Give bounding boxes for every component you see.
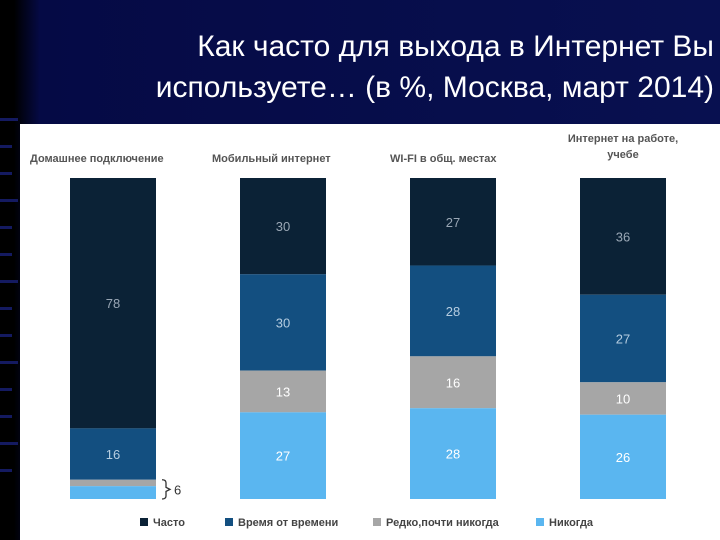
slide-title: Как часто для выхода в Интернет Вы испол… [14,26,714,108]
legend-label: Никогда [549,517,594,529]
category-label: Интернет на работе, [568,133,678,145]
stripe [0,145,12,148]
data-label: 28 [446,447,460,462]
stripe [0,442,18,445]
bar-segment [70,486,156,499]
legend-swatch [225,518,233,526]
bar-segment [410,356,496,409]
decorative-stripes [0,0,22,540]
legend-swatch [373,518,381,526]
data-label: 28 [446,304,460,319]
legend-swatch [140,518,148,526]
stripe [0,199,18,202]
stripe [0,118,18,121]
annotation-label: 6 [174,482,181,497]
data-label: 27 [276,449,290,464]
bar-segment [240,412,326,499]
category-label: Мобильный интернет [212,153,331,165]
category-label: Домашнее подключение [30,153,164,165]
bar-segment [240,274,326,371]
data-label: 26 [616,450,630,465]
stripe [0,415,12,418]
stripe [0,361,18,364]
bar-segment [580,414,666,499]
annotation-bracket [161,479,172,500]
stripe [0,253,12,256]
legend-swatch [536,518,544,526]
bar-segment [240,178,326,275]
bar-segment [240,370,326,413]
category-label: учебе [607,149,638,161]
data-label: 27 [616,332,630,347]
stripe [0,334,12,337]
bar-segment [70,428,156,480]
data-label: 36 [616,229,630,244]
data-label: 78 [106,296,120,311]
bar-segment [410,178,496,266]
legend-label: Время от времени [238,517,338,529]
bar-segment [580,294,666,383]
bar-segment [410,265,496,357]
data-label: 30 [276,315,290,330]
chart-panel: Домашнее подключение Мобильный интернет WI… [20,124,720,540]
stripe [0,280,18,283]
stripe [0,307,12,310]
bar-segment [580,382,666,415]
stripe [0,388,12,391]
data-label: 10 [616,391,630,406]
bar-segment [70,479,156,487]
stripe [0,172,12,175]
title-line-2: используете… (в %, Москва, март 2014) [155,71,714,104]
data-label: 30 [276,219,290,234]
legend-label: Часто [153,517,185,529]
category-label: WI-FI в общ. местах [390,153,497,165]
bar-segment [580,178,666,295]
stacked-bar-chart: Домашнее подключение Мобильный интернет WI… [30,133,678,529]
stripe [0,226,12,229]
data-label: 13 [276,384,290,399]
data-label: 16 [106,447,120,462]
bar-segment [410,408,496,499]
title-line-1: Как часто для выхода в Интернет Вы [197,30,714,63]
stripe [0,469,12,472]
bar-segment [70,178,156,429]
data-label: 16 [446,375,460,390]
legend-label: Редко,почти никогда [386,517,500,529]
data-label: 27 [446,215,460,230]
